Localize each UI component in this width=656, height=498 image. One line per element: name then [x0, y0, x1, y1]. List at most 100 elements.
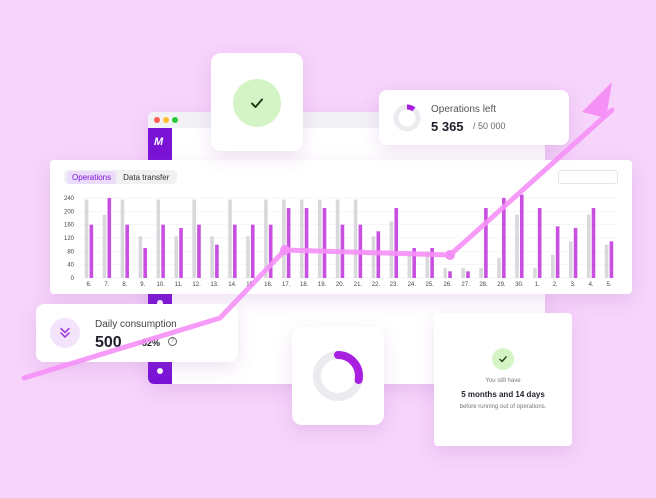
bar-grey[interactable]	[568, 241, 573, 278]
bar-grey[interactable]	[282, 199, 286, 278]
bar-grey[interactable]	[335, 199, 340, 278]
bar-purple[interactable]	[502, 198, 506, 278]
x-tick-label: 4.	[589, 282, 594, 288]
x-tick-label: 29.	[497, 282, 506, 288]
bar-purple[interactable]	[89, 224, 94, 278]
bar-grey[interactable]	[533, 268, 537, 278]
bar-purple[interactable]	[286, 208, 291, 278]
bar-grey[interactable]	[515, 214, 519, 278]
x-tick-label: 15.	[246, 282, 255, 288]
y-tick-label: 240	[64, 196, 75, 202]
x-tick-label: 28.	[479, 282, 488, 288]
daily-consumption-value: 500	[95, 334, 122, 351]
close-dot[interactable]	[154, 117, 160, 123]
bar-purple[interactable]	[376, 231, 381, 278]
time-left-card: You still have 5 months and 14 days befo…	[434, 313, 572, 446]
bar-grey[interactable]	[299, 199, 304, 278]
check-icon	[492, 348, 514, 370]
bar-purple[interactable]	[197, 224, 201, 278]
bar-grey[interactable]	[228, 199, 232, 278]
usage-donut	[313, 351, 363, 401]
time-left-intro: You still have	[485, 378, 521, 384]
operations-left-card: Operations left 5 365 / 50 000	[379, 90, 569, 145]
bar-grey[interactable]	[246, 236, 250, 278]
sidebar-icon[interactable]	[157, 368, 163, 374]
x-tick-label: 24.	[408, 282, 417, 288]
time-left-note: before running out of operations.	[459, 404, 547, 410]
bar-grey[interactable]	[389, 221, 394, 278]
x-tick-label: 14.	[228, 282, 237, 288]
bar-grey[interactable]	[353, 199, 358, 278]
bar-purple[interactable]	[484, 208, 488, 278]
bar-purple[interactable]	[250, 224, 255, 278]
daily-consumption-label: Daily consumption	[95, 319, 177, 330]
maximize-dot[interactable]	[172, 117, 178, 123]
bar-grey[interactable]	[317, 199, 322, 278]
bar-grey[interactable]	[84, 199, 89, 278]
help-icon[interactable]: ?	[168, 337, 177, 346]
bar-purple[interactable]	[215, 244, 219, 278]
x-tick-label: 5.	[607, 282, 612, 288]
bar-grey[interactable]	[461, 268, 465, 278]
bar-purple[interactable]	[448, 271, 452, 278]
bar-grey[interactable]	[604, 244, 609, 278]
bar-purple[interactable]	[591, 208, 596, 278]
bar-purple[interactable]	[609, 241, 614, 278]
bar-grey[interactable]	[210, 236, 214, 278]
bar-grey[interactable]	[497, 258, 501, 278]
bar-grey[interactable]	[156, 199, 161, 278]
bar-purple[interactable]	[519, 194, 524, 278]
x-tick-label: 19.	[318, 282, 327, 288]
bar-purple[interactable]	[107, 198, 112, 278]
bar-grey[interactable]	[479, 268, 483, 278]
x-tick-label: 20.	[336, 282, 345, 288]
bar-purple[interactable]	[322, 208, 327, 278]
bar-purple[interactable]	[466, 271, 470, 278]
bar-purple[interactable]	[268, 224, 273, 278]
bar-grey[interactable]	[120, 199, 125, 278]
x-tick-label: 2.	[553, 282, 558, 288]
bar-purple[interactable]	[179, 228, 183, 278]
bar-purple[interactable]	[412, 248, 416, 278]
success-card	[211, 53, 303, 151]
x-tick-label: 3.	[571, 282, 576, 288]
bar-grey[interactable]	[102, 214, 107, 278]
bar-purple[interactable]	[304, 208, 309, 278]
bar-purple[interactable]	[143, 248, 147, 278]
bar-purple[interactable]	[555, 226, 560, 278]
bar-grey[interactable]	[174, 236, 179, 278]
time-left-value: 5 months and 14 days	[461, 390, 545, 399]
x-tick-label: 10.	[157, 282, 166, 288]
bar-grey[interactable]	[586, 214, 591, 278]
bar-purple[interactable]	[358, 224, 363, 278]
double-chevron-down-icon	[50, 318, 80, 348]
minimize-dot[interactable]	[163, 117, 169, 123]
x-tick-label: 25.	[426, 282, 435, 288]
y-tick-label: 40	[67, 263, 74, 269]
app-logo: M	[154, 136, 163, 148]
bar-grey[interactable]	[192, 199, 196, 278]
x-tick-label: 12.	[192, 282, 201, 288]
bar-grey[interactable]	[551, 254, 555, 278]
x-tick-label: 22.	[372, 282, 381, 288]
bar-purple[interactable]	[233, 224, 237, 278]
daily-consumption-card: Daily consumption 500 -52% ?	[36, 304, 238, 362]
bar-grey[interactable]	[425, 251, 430, 278]
y-tick-label: 160	[64, 223, 75, 229]
bar-grey[interactable]	[407, 251, 412, 278]
bar-purple[interactable]	[430, 248, 434, 278]
bar-grey[interactable]	[371, 236, 376, 278]
bar-purple[interactable]	[537, 208, 542, 278]
bar-purple[interactable]	[161, 224, 165, 278]
bar-grey[interactable]	[138, 236, 143, 278]
operations-left-label: Operations left	[431, 104, 497, 115]
bar-grey[interactable]	[264, 199, 268, 278]
bar-purple[interactable]	[340, 224, 345, 278]
bar-purple[interactable]	[125, 224, 130, 278]
bar-grey[interactable]	[443, 268, 448, 278]
y-tick-label: 0	[71, 276, 75, 282]
bar-purple[interactable]	[573, 228, 578, 278]
bar-purple[interactable]	[394, 208, 399, 278]
x-tick-label: 16.	[264, 282, 273, 288]
daily-consumption-change: -52%	[139, 338, 161, 348]
